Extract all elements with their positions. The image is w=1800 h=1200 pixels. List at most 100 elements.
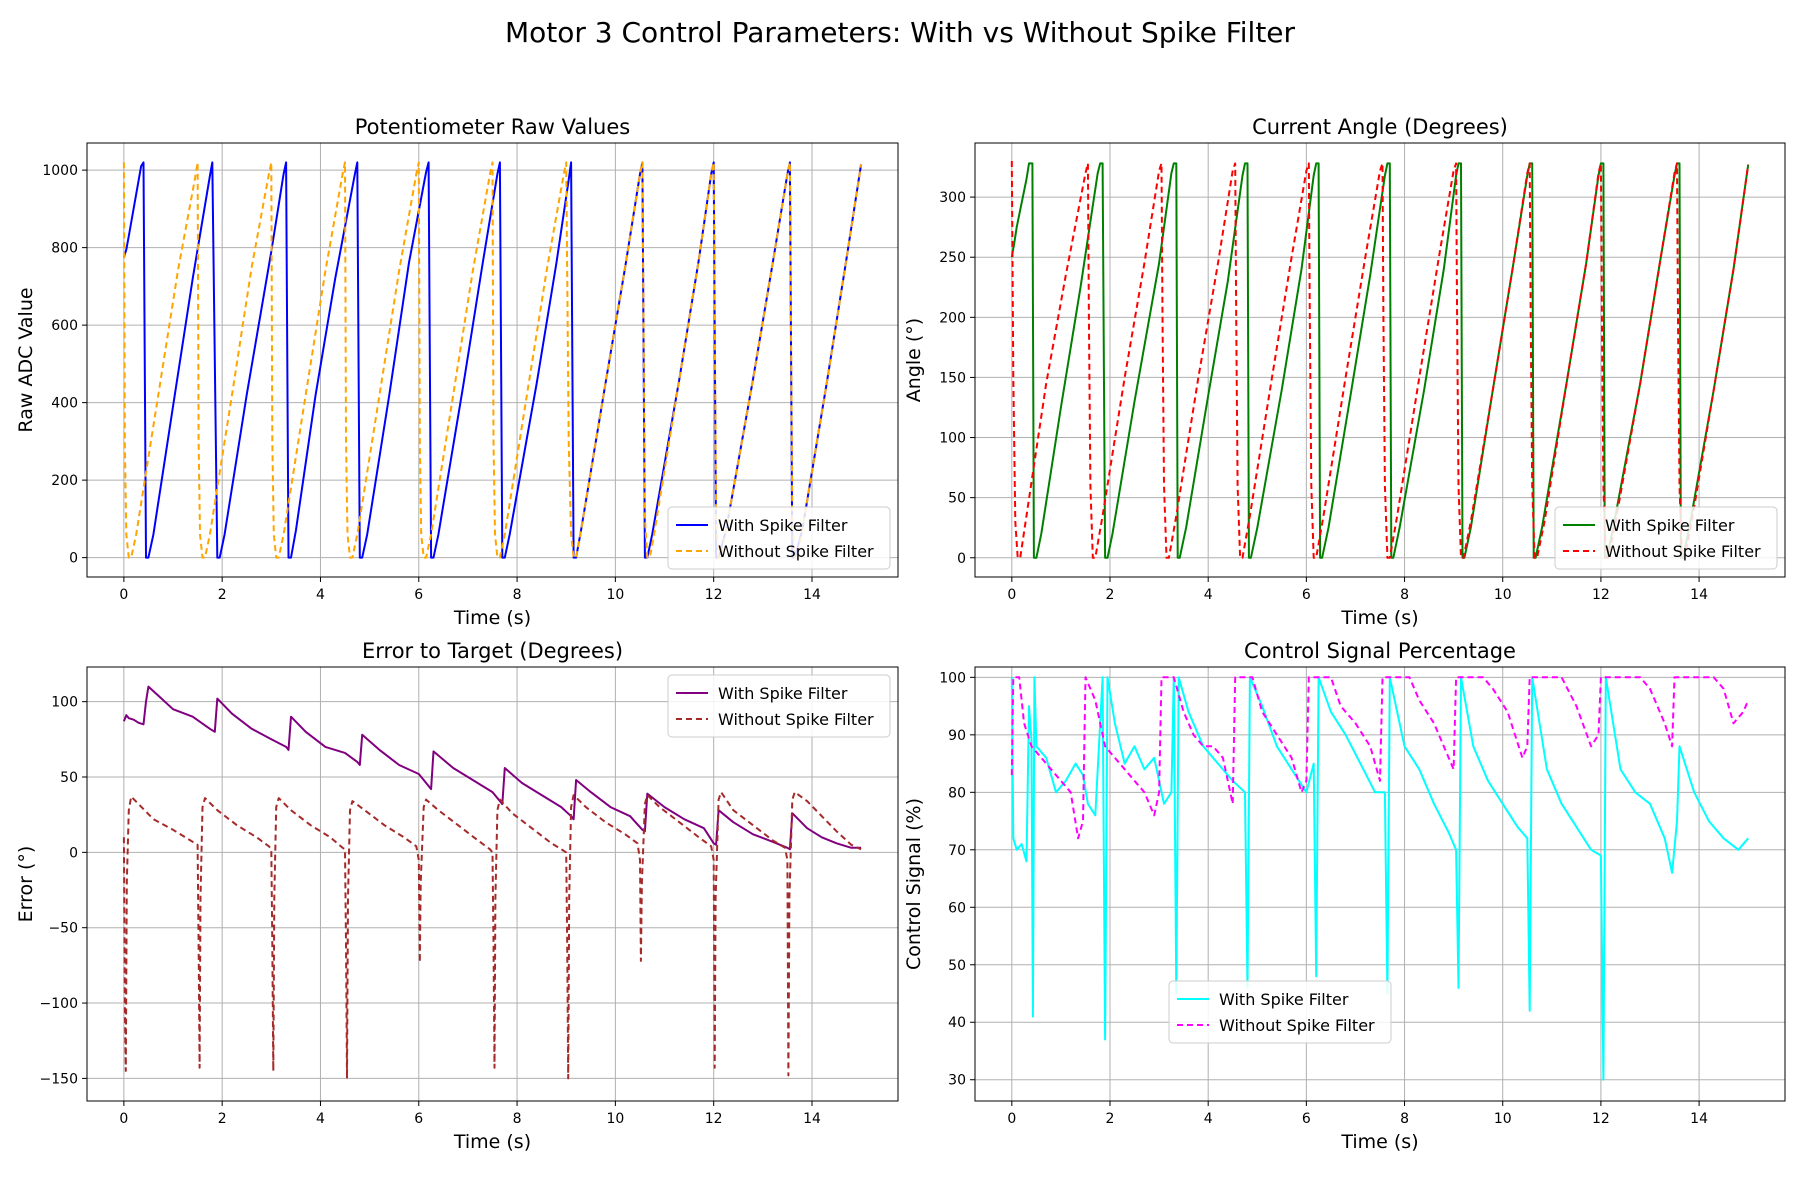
x-tick-label: 4 <box>1204 587 1213 603</box>
x-tick-label: 4 <box>1204 1111 1213 1127</box>
legend: With Spike Filter Without Spike Filter <box>667 674 891 738</box>
x-tick-label: 10 <box>606 1111 624 1127</box>
x-tick-label: 0 <box>119 1111 128 1127</box>
y-tick-label: 200 <box>939 310 966 326</box>
x-tick-label: 12 <box>705 587 723 603</box>
x-tick-label: 12 <box>705 1111 723 1127</box>
legend: With Spike Filter Without Spike Filter <box>1554 506 1778 570</box>
series-line-2 <box>122 161 863 559</box>
series-line-2 <box>1010 160 1750 559</box>
y-tick-label: 0 <box>69 551 78 567</box>
x-tick-label: 8 <box>513 1111 522 1127</box>
x-tick-label: 12 <box>1592 1111 1610 1127</box>
figure-title: Motor 3 Control Parameters: With vs With… <box>504 16 1296 49</box>
y-tick-label: −100 <box>40 996 78 1012</box>
y-tick-label: 0 <box>957 551 966 567</box>
x-axis-label: Time (s) <box>453 1131 531 1153</box>
x-tick-label: 4 <box>316 1111 325 1127</box>
legend: With Spike Filter Without Spike Filter <box>667 506 891 570</box>
x-tick-label: 6 <box>414 587 423 603</box>
subplot-3: 0 2 4 6 8 10 12 14 −150 −100 −50 0 50 100 Error to Tar… <box>15 639 899 1153</box>
x-tick-label: 2 <box>1106 1111 1115 1127</box>
legend-label: With Spike Filter <box>718 684 848 703</box>
y-tick-label: 50 <box>948 958 966 974</box>
y-tick-label: 150 <box>939 370 966 386</box>
plot-frame <box>974 666 1786 1102</box>
x-tick-label: 6 <box>414 1111 423 1127</box>
x-tick-label: 8 <box>513 587 522 603</box>
y-tick-label: 40 <box>948 1015 966 1031</box>
x-axis-label: Time (s) <box>1340 607 1418 629</box>
legend-label: With Spike Filter <box>1605 516 1735 535</box>
y-tick-label: −50 <box>48 921 78 937</box>
plot-frame <box>974 142 1786 578</box>
subplot-title: Control Signal Percentage <box>1244 639 1516 663</box>
legend-box <box>1554 506 1778 570</box>
x-axis-label: Time (s) <box>1340 1131 1418 1153</box>
legend: With Spike Filter Without Spike Filter <box>1168 980 1392 1044</box>
plot-frame <box>86 666 899 1102</box>
y-tick-label: 100 <box>51 695 78 711</box>
series-line-1 <box>1010 162 1750 559</box>
y-axis-label: Error (°) <box>15 846 37 923</box>
y-tick-label: 100 <box>939 431 966 447</box>
y-tick-label: −150 <box>40 1071 78 1087</box>
subplot-title: Error to Target (Degrees) <box>362 639 623 663</box>
x-tick-label: 2 <box>1106 587 1115 603</box>
x-tick-label: 4 <box>316 587 325 603</box>
x-tick-label: 14 <box>803 587 821 603</box>
x-tick-label: 2 <box>218 1111 227 1127</box>
x-tick-label: 10 <box>1494 1111 1512 1127</box>
y-tick-label: 90 <box>948 728 966 744</box>
y-tick-label: 600 <box>51 318 78 334</box>
y-tick-label: 800 <box>51 241 78 257</box>
series-line-1 <box>1010 676 1749 1081</box>
x-tick-label: 14 <box>1690 587 1708 603</box>
series-line-2 <box>122 791 862 1080</box>
y-tick-label: 70 <box>948 843 966 859</box>
subplot-title: Current Angle (Degrees) <box>1252 115 1508 139</box>
x-tick-label: 10 <box>606 587 624 603</box>
y-axis-label: Control Signal (%) <box>903 798 925 970</box>
y-tick-label: 30 <box>948 1073 966 1089</box>
legend-box <box>667 506 891 570</box>
y-tick-label: 300 <box>939 190 966 206</box>
y-tick-label: 0 <box>69 845 78 861</box>
x-tick-label: 6 <box>1302 587 1311 603</box>
x-tick-label: 14 <box>803 1111 821 1127</box>
x-axis-label: Time (s) <box>453 607 531 629</box>
y-tick-label: 1000 <box>42 163 78 179</box>
x-tick-label: 2 <box>218 587 227 603</box>
legend-label: Without Spike Filter <box>1605 542 1761 561</box>
y-tick-label: 50 <box>60 770 78 786</box>
y-tick-label: 200 <box>51 473 78 489</box>
x-tick-label: 12 <box>1592 587 1610 603</box>
plot-frame <box>86 142 899 578</box>
legend-label: Without Spike Filter <box>718 710 874 729</box>
legend-label: With Spike Filter <box>1219 990 1349 1009</box>
y-axis-label: Raw ADC Value <box>15 287 37 432</box>
legend-box <box>1168 980 1392 1044</box>
x-tick-label: 8 <box>1400 1111 1409 1127</box>
x-tick-label: 14 <box>1690 1111 1708 1127</box>
y-tick-label: 60 <box>948 900 966 916</box>
subplot-2: 0 2 4 6 8 10 12 14 0 50 100 150 200 250 300 Current Ang… <box>903 115 1786 629</box>
y-tick-label: 100 <box>939 670 966 686</box>
y-tick-label: 80 <box>948 785 966 801</box>
x-tick-label: 10 <box>1494 587 1512 603</box>
subplot-4: 0 2 4 6 8 10 12 14 30 40 50 60 70 80 90 100 Control Sign… <box>903 639 1786 1153</box>
series-line-2 <box>1010 676 1750 840</box>
subplot-1: 0 2 4 6 8 10 12 14 0 200 400 600 800 1000 Potentiomete… <box>15 115 899 629</box>
legend-box <box>667 674 891 738</box>
x-tick-label: 0 <box>1007 587 1016 603</box>
x-tick-label: 0 <box>119 587 128 603</box>
y-axis-label: Angle (°) <box>903 318 925 402</box>
legend-label: Without Spike Filter <box>1219 1016 1375 1035</box>
y-tick-label: 400 <box>51 396 78 412</box>
legend-label: With Spike Filter <box>718 516 848 535</box>
x-tick-label: 0 <box>1007 1111 1016 1127</box>
subplot-title: Potentiometer Raw Values <box>355 115 630 139</box>
legend-label: Without Spike Filter <box>718 542 874 561</box>
y-tick-label: 250 <box>939 250 966 266</box>
